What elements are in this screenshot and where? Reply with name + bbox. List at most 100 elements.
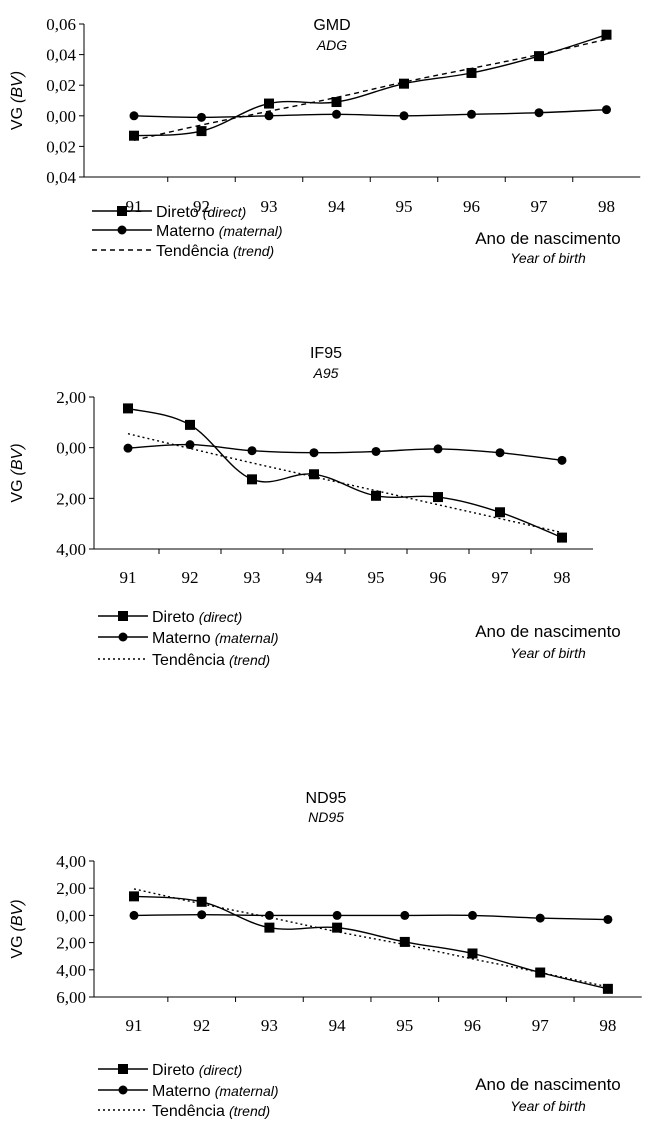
y-axis-label-main: VG xyxy=(9,935,26,958)
data-point-square xyxy=(309,469,319,480)
data-point-square xyxy=(196,126,207,137)
x-tick-label: 91 xyxy=(126,197,143,216)
data-point-square xyxy=(123,403,133,414)
x-tick-label: 92 xyxy=(193,197,210,216)
legend-label: Materno (maternal) xyxy=(156,223,283,240)
legend-label: Direto (direct) xyxy=(156,204,246,221)
legend-label: Tendência (trend) xyxy=(156,243,274,260)
legend-marker-circle xyxy=(117,225,127,235)
legend-name-en: (trend) xyxy=(229,652,270,668)
legend-name: Direto xyxy=(156,204,199,221)
x-tick-label: 93 xyxy=(244,568,261,587)
chart-panel-3: ND95 ND95 4,00 2,00 0,00 2,00 4,00 6,00 91 92 93 94… xyxy=(9,790,642,1120)
series-circle-1 xyxy=(129,105,611,122)
data-point-square xyxy=(495,507,505,518)
chart-panel-2: IF95 A95 2,00 0,00 2,00 4,00 91 92 93 94 95 96 97 98 V… xyxy=(9,345,621,669)
chart-title: GMD xyxy=(313,17,350,34)
x-tick-label: 95 xyxy=(368,568,385,587)
y-axis-label-italic: (BV) xyxy=(9,443,26,475)
data-point-square xyxy=(247,474,257,485)
data-point-circle xyxy=(123,443,133,453)
data-point-square xyxy=(466,67,477,78)
legend-name: Materno xyxy=(152,630,211,647)
legend-marker-square xyxy=(117,206,127,216)
x-tick-label: 95 xyxy=(396,1016,413,1035)
data-point-square xyxy=(399,936,410,947)
x-tick-label: 94 xyxy=(306,568,324,587)
legend-label: Tendência (trend) xyxy=(152,652,270,669)
data-point-circle xyxy=(129,910,139,920)
y-tick-label: 2,00 xyxy=(56,388,86,407)
series-square-0 xyxy=(129,29,612,141)
x-tick-label: 91 xyxy=(120,568,137,587)
legend-name-en: (trend) xyxy=(233,243,274,259)
legend-name-en: (trend) xyxy=(229,1103,270,1119)
y-axis-label-italic: (BV) xyxy=(9,899,26,931)
chart-panel-1: GMD ADG 0,06 0,04 0,02 0,00 0,02 0,04 91 92 93 94 95… xyxy=(9,15,641,266)
x-tick-label: 96 xyxy=(464,1016,481,1035)
legend-name-en: (maternal) xyxy=(219,223,283,239)
data-point-circle xyxy=(332,109,341,119)
legend-name-en: (maternal) xyxy=(215,630,279,646)
data-point-circle xyxy=(264,111,274,121)
series-line-1 xyxy=(127,407,563,539)
series-line-3 xyxy=(133,888,609,988)
legend-marker-circle xyxy=(118,1085,128,1095)
legend: Direto (direct) Materno (maternal) Tendência… xyxy=(98,1062,279,1120)
data-point-square xyxy=(331,97,342,108)
y-tick-label: 0,00 xyxy=(56,906,86,925)
legend-name-en: (direct) xyxy=(199,1062,243,1078)
legend: Direto (direct) Materno (maternal) Tendência… xyxy=(92,204,283,260)
x-tick-label: 93 xyxy=(261,197,278,216)
y-tick-label: 4,00 xyxy=(56,961,86,980)
y-tick-label: 0,02 xyxy=(46,76,76,95)
y-tick-label: 0,04 xyxy=(46,168,76,187)
series-square-0 xyxy=(123,403,567,543)
y-tick-label: 2,00 xyxy=(56,489,86,508)
x-tick-label: 97 xyxy=(532,1016,550,1035)
legend-label: Materno (maternal) xyxy=(152,1083,279,1100)
legend-marker-square xyxy=(118,1064,128,1074)
legend-name: Materno xyxy=(152,1083,211,1100)
data-point-square xyxy=(399,78,409,89)
x-axis-label: Ano de nascimento xyxy=(475,1075,621,1094)
legend-name-en: (maternal) xyxy=(215,1083,279,1099)
x-tick-label: 96 xyxy=(430,568,447,587)
series-none-2 xyxy=(133,888,609,988)
series-line-3 xyxy=(133,38,607,141)
data-point-circle xyxy=(197,910,207,920)
y-tick-label: 0,06 xyxy=(46,15,76,34)
x-tick-label: 96 xyxy=(463,197,480,216)
data-point-square xyxy=(129,891,139,902)
data-point-circle xyxy=(197,112,206,122)
y-axis-label: VG (BV) xyxy=(9,899,26,958)
x-axis-label-italic: Year of birth xyxy=(510,1098,586,1114)
series-line-2 xyxy=(127,443,563,461)
data-point-square xyxy=(264,922,275,933)
data-point-circle xyxy=(309,448,319,458)
y-tick-label: 0,00 xyxy=(56,439,86,458)
x-tick-label: 97 xyxy=(531,197,549,216)
series-none-2 xyxy=(133,38,607,141)
legend-name: Tendência xyxy=(152,652,225,669)
chart-title: IF95 xyxy=(310,345,342,362)
series-line-2 xyxy=(133,109,607,119)
y-tick-label: 4,00 xyxy=(56,540,86,559)
data-point-square xyxy=(534,51,544,62)
y-tick-label: 2,00 xyxy=(56,879,86,898)
y-axis-label-main: VG xyxy=(9,479,26,502)
data-point-circle xyxy=(129,111,139,121)
data-point-square xyxy=(602,983,613,994)
legend-name: Tendência xyxy=(156,243,229,260)
data-point-square xyxy=(433,492,443,503)
data-point-circle xyxy=(468,910,477,920)
y-axis-label: VG (BV) xyxy=(9,71,26,130)
x-tick-label: 98 xyxy=(599,1016,616,1035)
x-tick-label: 92 xyxy=(193,1016,210,1035)
legend-name: Direto xyxy=(152,1062,195,1079)
x-tick-label: 97 xyxy=(492,568,510,587)
data-point-square xyxy=(332,922,343,933)
x-tick-label: 94 xyxy=(328,197,346,216)
data-point-square xyxy=(196,896,207,907)
